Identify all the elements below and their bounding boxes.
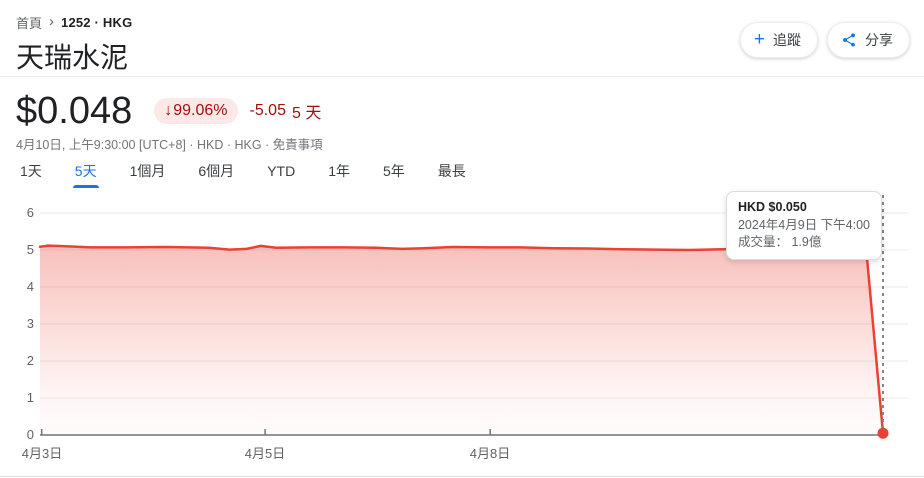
- x-axis-label: 4月5日: [244, 446, 286, 461]
- follow-button[interactable]: + 追蹤: [739, 22, 818, 58]
- change-period: 5 天: [291, 105, 322, 122]
- header-actions: + 追蹤 分享: [739, 22, 910, 58]
- y-axis-label: 0: [26, 427, 34, 442]
- tooltip-volume: 成交量： 1.9億: [737, 235, 822, 249]
- breadcrumb: 首頁 › 1252 · HKG: [16, 13, 132, 32]
- x-axis-label: 4月3日: [21, 446, 63, 461]
- time-range-tabs: 1天 5天 1個月 6個月 YTD 1年 5年 最長: [20, 160, 466, 188]
- quote-meta: 4月10日, 上午9:30:00 [UTC+8] · HKD · HKG · 免…: [16, 134, 323, 153]
- down-arrow-icon: ↓: [164, 102, 173, 119]
- y-axis-label: 6: [26, 205, 34, 220]
- share-icon: [841, 32, 857, 48]
- header-divider: [0, 76, 924, 77]
- change-percent-value: 99.06%: [173, 102, 228, 119]
- tab-ytd[interactable]: YTD: [267, 163, 296, 179]
- change-percent-badge: ↓ 99.06%: [154, 98, 238, 124]
- share-button-label: 分享: [865, 32, 893, 48]
- tooltip-datetime: 2024年4月9日 下午4:00: [737, 218, 870, 232]
- tab-1day[interactable]: 1天: [20, 163, 42, 179]
- y-axis-label: 4: [26, 279, 34, 294]
- y-axis-label: 5: [26, 242, 34, 257]
- stock-price: $0.048: [16, 89, 133, 132]
- breadcrumb-current: 1252 · HKG: [61, 15, 133, 30]
- x-axis-label: 4月8日: [469, 446, 511, 461]
- plus-icon: +: [753, 28, 765, 50]
- tab-1year[interactable]: 1年: [328, 163, 350, 179]
- chevron-right-icon: ›: [49, 13, 55, 30]
- tooltip-price: HKD $0.050: [737, 200, 807, 214]
- tab-6month[interactable]: 6個月: [198, 163, 235, 179]
- tab-5year[interactable]: 5年: [382, 163, 405, 179]
- breadcrumb-home-link[interactable]: 首頁: [16, 16, 43, 31]
- quote-meta-text: 4月10日, 上午9:30:00 [UTC+8] · HKD · HKG ·: [16, 138, 273, 152]
- tab-5day[interactable]: 5天: [72, 160, 99, 188]
- disclaimer-link[interactable]: 免責事項: [272, 138, 323, 152]
- bottom-divider: [0, 476, 924, 477]
- tab-max[interactable]: 最長: [437, 163, 466, 179]
- page-title: 天瑞水泥: [16, 42, 129, 73]
- chart-tooltip: HKD $0.050 2024年4月9日 下午4:00 成交量： 1.9億: [725, 191, 882, 260]
- y-axis-label: 1: [26, 390, 34, 405]
- y-axis-label: 2: [26, 353, 34, 368]
- tab-1month[interactable]: 1個月: [129, 163, 166, 179]
- follow-button-label: 追蹤: [773, 32, 801, 48]
- change-absolute: -5.05: [249, 102, 286, 119]
- quote-row: $0.048 ↓ 99.06% -5.05 5 天: [16, 90, 321, 132]
- share-button[interactable]: 分享: [827, 22, 910, 58]
- y-axis-label: 3: [26, 316, 34, 331]
